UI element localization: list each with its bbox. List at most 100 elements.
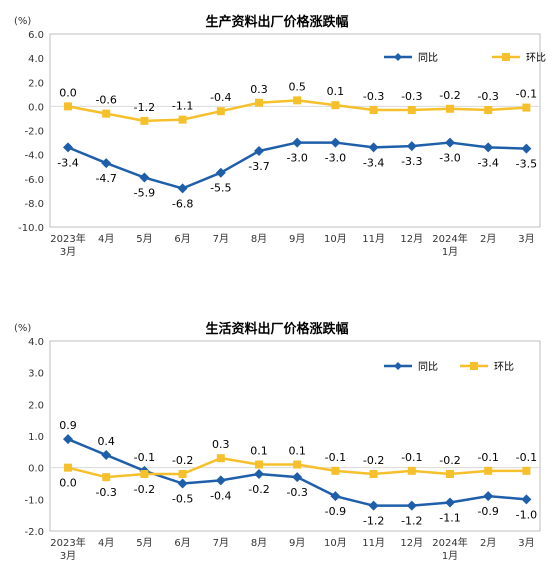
x-tick-label: 9月	[289, 233, 305, 245]
x-tick-label: 2023年	[50, 232, 85, 245]
unit-label: (%)	[14, 16, 31, 27]
data-label: -0.1	[516, 451, 537, 464]
data-point-mom	[484, 105, 493, 114]
data-label: -0.1	[325, 451, 346, 464]
data-point-mom	[446, 104, 454, 113]
data-point-mom	[446, 470, 454, 478]
data-point-yoy	[215, 475, 226, 486]
x-tick-label: 2024年	[432, 232, 467, 245]
data-label: -0.1	[134, 451, 155, 464]
data-label: -0.3	[95, 486, 116, 499]
data-label: 0.0	[59, 477, 77, 490]
data-point-mom	[102, 473, 111, 482]
data-point-yoy	[406, 141, 417, 152]
data-point-mom	[140, 116, 149, 125]
x-tick-label: 10月	[324, 537, 347, 549]
x-tick-label: 6月	[174, 537, 190, 549]
data-point-yoy	[521, 494, 532, 505]
legend-marker	[470, 362, 478, 370]
x-tick-label: 2月	[480, 233, 496, 245]
data-point-yoy	[101, 450, 112, 460]
data-label: -1.2	[363, 515, 384, 528]
data-point-yoy	[292, 472, 303, 483]
unit-label: (%)	[14, 323, 31, 334]
legend-label: 环比	[526, 52, 546, 64]
data-label: -0.2	[363, 454, 384, 467]
y-tick-label: 6.0	[28, 30, 44, 41]
x-tick-label: 8月	[251, 233, 267, 245]
data-label: -3.5	[516, 158, 537, 171]
data-point-yoy	[254, 146, 264, 157]
x-tick-label: 3月	[60, 550, 76, 562]
data-label: 0.0	[59, 86, 77, 99]
data-label: -0.2	[439, 89, 460, 102]
x-tick-label: 2月	[480, 537, 496, 549]
data-point-mom	[407, 105, 416, 114]
data-point-yoy	[330, 491, 341, 502]
data-point-yoy	[445, 137, 455, 148]
legend-marker	[394, 53, 402, 61]
y-tick-label: -8.0	[24, 199, 44, 210]
data-label: -0.9	[477, 505, 498, 518]
data-label: -3.0	[286, 152, 307, 165]
data-label: -0.4	[210, 91, 231, 104]
x-tick-label: 1月	[442, 246, 458, 258]
data-label: -3.4	[363, 156, 384, 169]
data-label: -6.8	[172, 197, 193, 210]
data-label: -0.2	[134, 483, 155, 496]
x-tick-label: 2023年	[50, 536, 85, 549]
data-point-yoy	[483, 491, 494, 502]
x-tick-label: 4月	[98, 233, 114, 245]
data-point-mom	[369, 470, 378, 478]
data-label: 0.3	[212, 438, 230, 451]
data-label: -0.3	[363, 90, 384, 103]
data-label: 0.4	[97, 435, 115, 448]
data-label: -3.7	[248, 160, 269, 173]
y-tick-label: 2.0	[28, 400, 44, 411]
data-point-yoy	[292, 137, 303, 148]
data-point-mom	[255, 98, 263, 107]
x-tick-label: 3月	[518, 537, 534, 549]
data-label: -0.3	[286, 486, 307, 499]
data-label: -0.1	[516, 88, 537, 101]
data-point-yoy	[254, 469, 264, 479]
legend-label: 同比	[418, 52, 438, 64]
data-point-yoy	[139, 172, 150, 183]
data-label: 0.1	[250, 445, 268, 458]
data-label: -0.6	[95, 94, 116, 107]
data-point-mom	[522, 466, 531, 475]
data-point-mom	[178, 115, 187, 124]
x-tick-label: 2024年	[432, 536, 467, 549]
data-point-yoy	[330, 137, 341, 148]
x-tick-label: 10月	[324, 233, 347, 245]
y-tick-label: 4.0	[28, 54, 44, 65]
x-tick-label: 7月	[213, 233, 229, 245]
data-point-yoy	[63, 434, 73, 445]
data-label: -1.2	[134, 101, 155, 114]
data-label: -0.3	[477, 90, 498, 103]
data-label: -3.0	[439, 152, 460, 165]
production-materials-chart: 生产资料出厂价格涨跌幅 (%) 6.0 4.0 2.0 0.0 -2.0 -4.0 -6.0 -8…	[14, 14, 546, 258]
y-tick-label: 3.0	[28, 369, 44, 380]
x-tick-label: 9月	[289, 537, 305, 549]
data-label: -0.5	[172, 493, 193, 506]
data-point-yoy	[101, 158, 112, 169]
data-point-yoy	[177, 478, 188, 489]
x-tick-label: 6月	[174, 233, 190, 245]
data-point-mom	[293, 96, 302, 105]
data-point-mom	[369, 105, 378, 114]
data-point-mom	[64, 463, 72, 472]
data-point-mom	[331, 466, 340, 475]
legend-label: 同比	[418, 361, 438, 373]
data-label: -3.4	[477, 156, 498, 169]
data-point-mom	[178, 470, 187, 478]
legend-label: 环比	[494, 361, 514, 373]
data-label: -3.0	[325, 152, 346, 165]
data-point-yoy	[406, 500, 417, 511]
data-label: -0.1	[477, 451, 498, 464]
data-point-yoy	[368, 500, 379, 511]
y-tick-label: 0.0	[28, 464, 44, 475]
data-label: -0.1	[401, 451, 422, 464]
x-tick-label: 12月	[400, 537, 423, 549]
data-point-mom	[484, 466, 493, 475]
